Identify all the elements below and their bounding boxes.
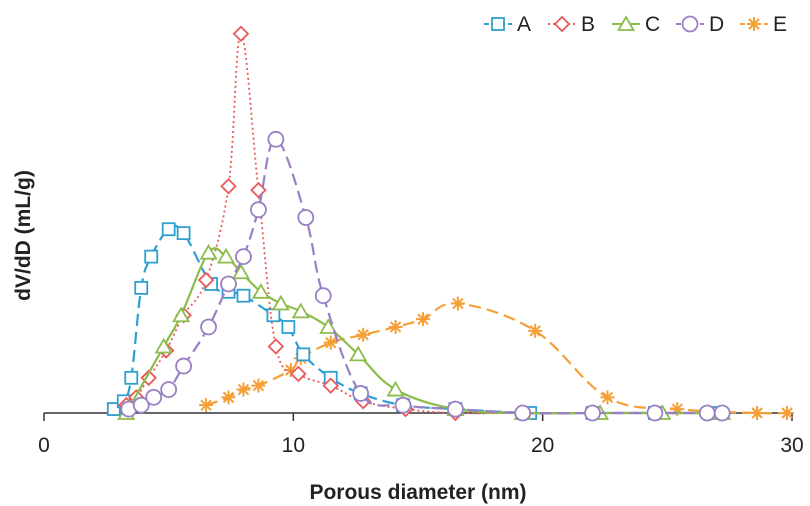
series-D-point <box>175 357 193 375</box>
series-D-point <box>646 404 664 422</box>
series-A-point <box>296 347 311 362</box>
legend-label: D <box>709 13 724 36</box>
series-A <box>106 222 725 420</box>
legend-item-A: A <box>484 13 531 36</box>
series-A-point <box>124 370 139 385</box>
series-C-point <box>231 263 251 280</box>
series-D <box>120 130 731 422</box>
series-C-point <box>319 318 338 334</box>
legend-label: C <box>645 13 660 36</box>
series-D-point <box>394 396 412 414</box>
series-E-point <box>528 323 543 338</box>
series-B-point <box>232 25 250 43</box>
x-tick-label: 0 <box>38 434 50 457</box>
legend-label: A <box>517 13 531 36</box>
x-tick-label: 30 <box>780 434 803 457</box>
series-E-point <box>283 362 298 377</box>
series-D-point <box>235 248 252 266</box>
legend-marker <box>491 17 505 31</box>
series-E-point <box>450 296 465 311</box>
series-E-point <box>236 382 251 397</box>
series-E-point <box>199 398 214 413</box>
series-E-point <box>356 327 371 342</box>
x-ticks: 0 10 20 30 <box>38 413 804 457</box>
series-D-point <box>160 381 178 398</box>
series-B-point <box>290 365 307 383</box>
series-C-point <box>216 247 236 264</box>
series-A-point <box>134 280 149 295</box>
series-E-point <box>670 402 685 417</box>
x-axis-title: Porous diameter (nm) <box>309 481 526 504</box>
series-E-point <box>415 312 430 327</box>
series-D-point <box>250 201 267 219</box>
series-C-point <box>154 337 173 354</box>
legend-label: E <box>773 13 787 36</box>
series-E-point <box>600 390 615 405</box>
series-D-point <box>314 287 332 305</box>
series-A-point <box>106 402 121 416</box>
series-B-point <box>220 177 237 195</box>
series-C-point <box>271 294 290 311</box>
series-D-point <box>267 130 285 148</box>
series-A-point <box>236 288 251 303</box>
series-B-line <box>125 32 655 415</box>
series-E-point <box>750 406 765 420</box>
series-B-point <box>267 338 285 355</box>
series-A-point <box>161 222 176 237</box>
series-A-point <box>281 320 296 334</box>
series-C-point <box>251 282 270 299</box>
series-A-point <box>144 249 159 264</box>
series-D-point <box>698 404 716 422</box>
series-E-point <box>388 319 403 334</box>
series-D-point <box>132 396 150 414</box>
series-D-point <box>584 404 601 422</box>
series-E-line <box>205 302 788 415</box>
series-E-point <box>780 406 795 420</box>
series-D-point <box>352 385 370 402</box>
x-tick-label: 10 <box>282 434 305 457</box>
series-C-point <box>199 243 218 260</box>
x-tick-label: 20 <box>531 434 554 457</box>
series-D-line <box>128 138 723 415</box>
legend-item-C: C <box>612 13 660 36</box>
legend-marker <box>681 15 699 33</box>
series-B-point <box>197 271 215 289</box>
legend-marker <box>747 17 761 31</box>
series-E-point <box>323 335 338 350</box>
series-D-point <box>446 400 464 418</box>
series-B-point <box>322 377 340 394</box>
series-E-point <box>251 378 266 393</box>
series-C-point <box>172 306 191 323</box>
series-C-point <box>291 302 310 319</box>
series-A-point <box>266 308 281 323</box>
series-D-point <box>200 318 217 336</box>
series-D-point <box>220 275 237 293</box>
series-C-point <box>386 380 405 397</box>
legend-item-B: B <box>548 13 595 36</box>
series-A-point <box>176 226 191 241</box>
legend-marker <box>616 15 636 31</box>
series-group <box>106 25 795 422</box>
legend-label: B <box>581 13 595 36</box>
series-C-point <box>349 345 368 362</box>
y-axis-title: dV/dD (mL/g) <box>12 170 35 301</box>
series-E-point <box>221 390 236 405</box>
legend-item-E: E <box>740 13 787 36</box>
series-D-point <box>713 404 731 422</box>
legend-marker <box>553 15 571 33</box>
series-D-point <box>297 209 315 226</box>
series-D-point <box>145 388 163 406</box>
legend-item-D: D <box>676 13 724 36</box>
series-E <box>199 296 795 420</box>
series-D-point <box>514 404 532 422</box>
series-B <box>118 25 664 422</box>
legend: A B C D E <box>484 13 787 36</box>
